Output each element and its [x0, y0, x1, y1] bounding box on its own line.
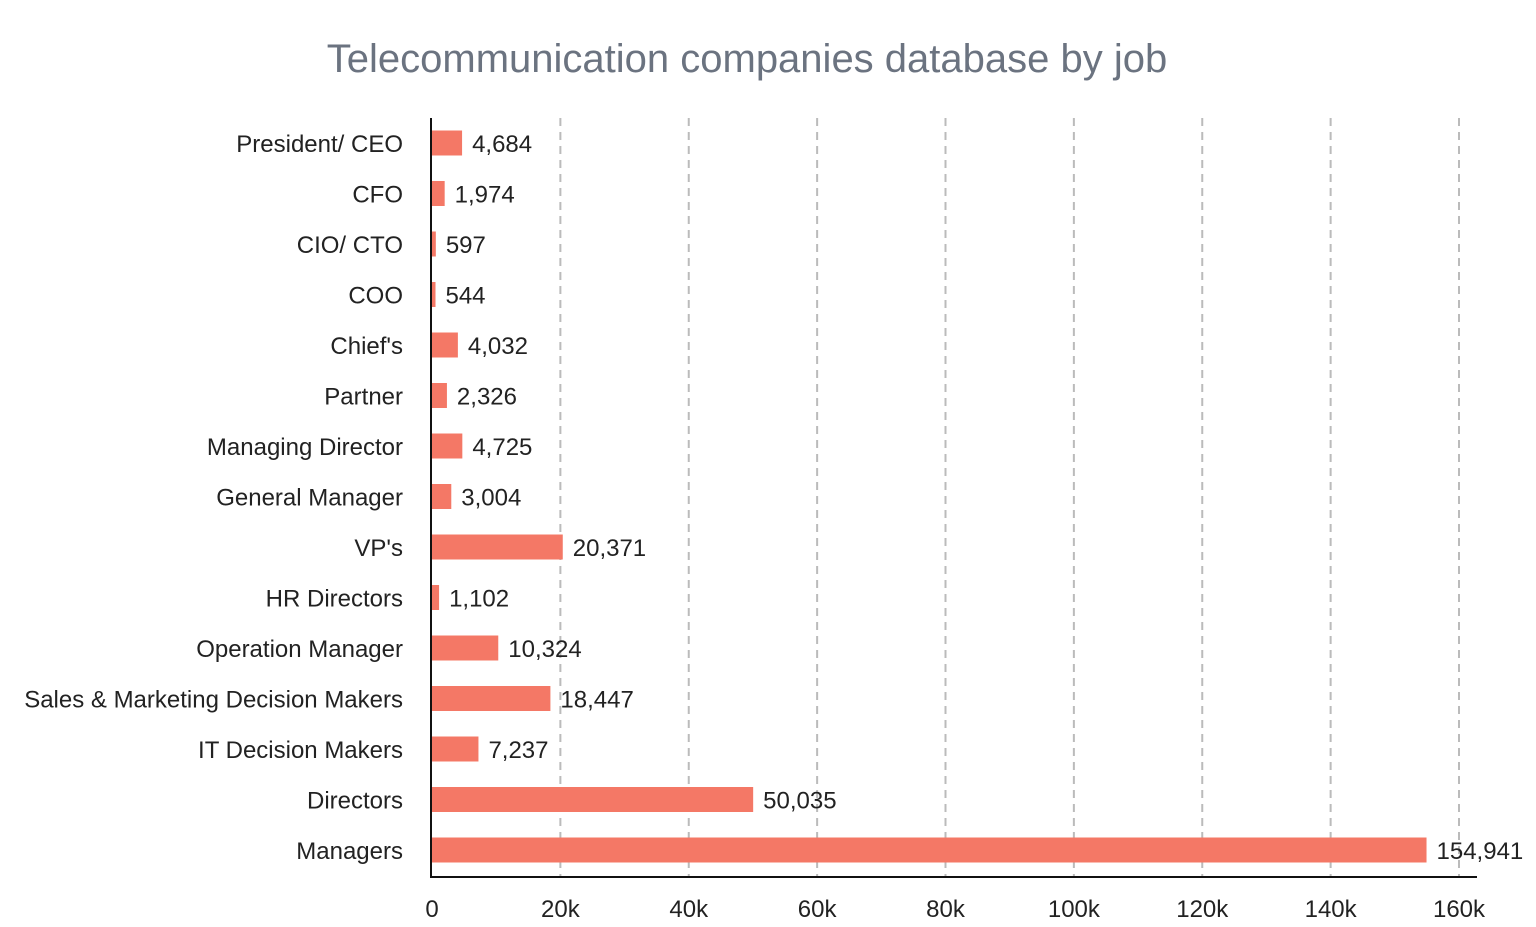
x-tick-label: 20k [541, 896, 581, 923]
value-label: 7,237 [488, 737, 548, 764]
chart-title: Telecommunication companies database by … [327, 37, 1168, 81]
category-label: President/ CEO [236, 131, 403, 158]
category-label: Operation Manager [196, 636, 403, 663]
category-label: VP's [354, 535, 403, 562]
category-label: General Manager [216, 485, 403, 512]
bar [432, 585, 440, 610]
category-label: CFO [352, 182, 403, 209]
category-label: Directors [307, 788, 403, 815]
category-label: Managing Director [207, 434, 403, 461]
category-label: IT Decision Makers [198, 737, 403, 764]
x-tick-label: 140k [1305, 896, 1358, 923]
bar [432, 837, 1427, 863]
bar [432, 433, 463, 459]
value-label: 597 [446, 232, 486, 259]
value-label: 18,447 [560, 687, 633, 714]
value-label: 20,371 [573, 535, 646, 562]
gridlines [559, 118, 1460, 877]
x-tick-label: 120k [1176, 896, 1229, 923]
bar [432, 383, 447, 408]
category-label: CIO/ CTO [297, 232, 403, 259]
value-label: 10,324 [508, 636, 581, 663]
x-tick-label: 0 [425, 896, 438, 923]
bar [432, 686, 551, 711]
bar [432, 534, 563, 560]
category-label: Sales & Marketing Decision Makers [24, 687, 403, 714]
category-label: HR Directors [266, 586, 403, 613]
x-axis-ticks: 0 20k 40k 60k 80k 100k 120k 140k 160k [425, 896, 1486, 923]
bar [432, 282, 436, 307]
bars: President/ CEO 4,684 CFO 1,974 CIO/ CTO 597 CO… [24, 130, 1524, 865]
bar [432, 181, 445, 206]
bar [432, 635, 499, 661]
x-tick-label: 160k [1433, 896, 1486, 923]
value-label: 50,035 [763, 788, 836, 815]
bar [432, 231, 436, 257]
bar [432, 332, 458, 358]
category-label: Partner [324, 384, 403, 411]
value-label: 4,684 [472, 131, 532, 158]
category-label: Managers [296, 838, 403, 865]
value-label: 1,974 [455, 182, 515, 209]
category-label: COO [348, 283, 403, 310]
x-tick-label: 60k [798, 896, 838, 923]
x-tick-label: 40k [669, 896, 709, 923]
value-label: 3,004 [461, 485, 521, 512]
x-tick-label: 80k [926, 896, 966, 923]
value-label: 154,941 [1437, 838, 1524, 865]
value-label: 544 [445, 283, 485, 310]
value-label: 1,102 [449, 586, 509, 613]
value-label: 4,032 [468, 333, 528, 360]
x-tick-label: 100k [1048, 896, 1101, 923]
value-label: 4,725 [472, 434, 532, 461]
category-label: Chief's [330, 333, 403, 360]
value-label: 2,326 [457, 384, 517, 411]
bar [432, 484, 452, 509]
bar [432, 736, 479, 762]
bar [432, 787, 754, 812]
bar [432, 130, 463, 156]
